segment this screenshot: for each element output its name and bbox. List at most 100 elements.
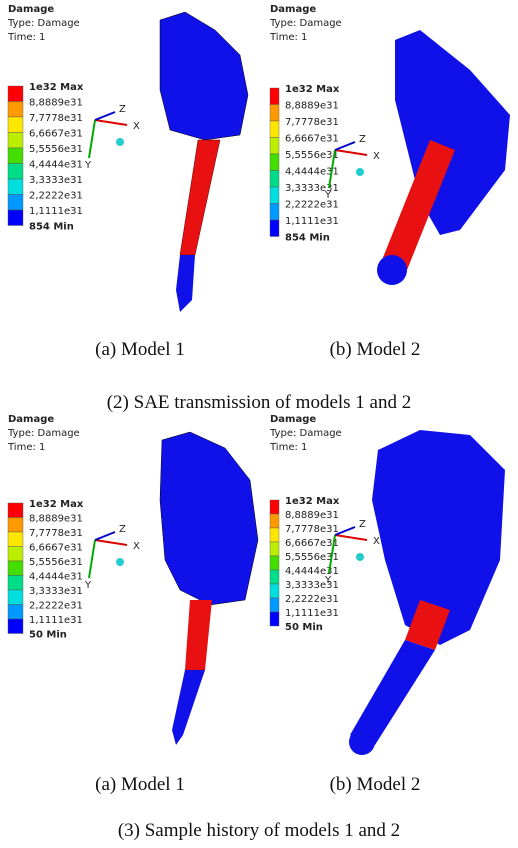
legend-label: 8,8889e31 — [29, 98, 83, 109]
type-line: Type: Damage — [7, 18, 80, 29]
legend-swatch — [270, 88, 279, 105]
axis-origin — [356, 168, 364, 176]
legend-swatch — [8, 133, 23, 149]
legend-swatch — [8, 102, 23, 118]
legend-swatch — [8, 532, 23, 547]
panel-caption: (b) Model 2 — [330, 774, 421, 795]
legend-swatch — [8, 503, 23, 518]
legend-label: 2,2222e31 — [29, 191, 83, 202]
axis-label: Y — [84, 580, 92, 591]
legend-label: 2,2222e31 — [29, 601, 83, 612]
legend-label: 3,3333e31 — [29, 586, 83, 597]
axis-z — [95, 532, 115, 540]
legend-label: 1e32 Max — [285, 84, 340, 95]
axis-label: X — [133, 121, 140, 132]
legend-label: 7,7778e31 — [29, 113, 83, 124]
legend-swatch — [8, 619, 23, 634]
model-tip — [176, 255, 195, 312]
type-line: Type: Damage — [269, 18, 342, 29]
legend-swatch — [8, 195, 23, 211]
figure: Damage Type: Damage Time: 1 1e32 Max 8,8889e… — [0, 0, 518, 848]
legend-swatch — [270, 556, 279, 570]
legend-label: 7,7778e31 — [285, 524, 339, 535]
panel-title: Damage — [270, 4, 316, 15]
model-tip — [377, 255, 407, 285]
axis-x — [335, 535, 367, 540]
legend-label: 1e32 Max — [29, 82, 84, 93]
section-caption: (2) SAE transmission of models 1 and 2 — [107, 392, 412, 413]
time-line: Time: 1 — [7, 442, 45, 453]
legend-swatch — [270, 584, 279, 598]
legend-label: 8,8889e31 — [29, 514, 83, 525]
axis-label: Y — [324, 190, 332, 201]
axis-label: Z — [359, 519, 366, 530]
legend-swatch — [270, 598, 279, 612]
legend-label: 2,2222e31 — [285, 594, 339, 605]
legend-swatch — [270, 187, 279, 204]
legend-label: 5,5556e31 — [285, 150, 339, 161]
time-line: Time: 1 — [269, 32, 307, 43]
axis-label: Y — [84, 160, 92, 171]
model-end — [349, 729, 375, 755]
legend-label: 854 Min — [285, 233, 330, 244]
type-line: Type: Damage — [7, 428, 80, 439]
legend-swatch — [270, 204, 279, 221]
legend-label: 5,5556e31 — [29, 144, 83, 155]
legend-swatch — [270, 105, 279, 122]
legend-swatch — [8, 164, 23, 180]
legend-swatch — [270, 154, 279, 171]
legend-label: 1,1111e31 — [285, 608, 339, 619]
model-shaft — [180, 140, 220, 255]
legend-label: 6,6667e31 — [29, 129, 83, 140]
type-line: Type: Damage — [269, 428, 342, 439]
model-shaft-red — [185, 600, 212, 670]
legend-swatch — [8, 86, 23, 102]
legend-label: 50 Min — [285, 622, 323, 633]
legend-label: 5,5556e31 — [29, 557, 83, 568]
time-line: Time: 1 — [7, 32, 45, 43]
legend-label: 50 Min — [29, 630, 67, 641]
legend-swatch — [270, 528, 279, 542]
legend-label: 6,6667e31 — [29, 543, 83, 554]
legend-label: 6,6667e31 — [285, 134, 339, 145]
model-shaft — [172, 670, 205, 745]
axis-label: Z — [119, 524, 126, 535]
panel-caption: (a) Model 1 — [95, 339, 185, 360]
axis-label: Z — [119, 104, 126, 115]
axis-label: Z — [359, 134, 366, 145]
legend-swatch — [8, 518, 23, 533]
time-line: Time: 1 — [269, 442, 307, 453]
legend-swatch — [270, 121, 279, 138]
axis-label: X — [373, 151, 380, 162]
axis-y — [89, 540, 95, 578]
legend-swatch — [8, 576, 23, 591]
legend-label: 6,6667e31 — [285, 538, 339, 549]
panel-caption: (b) Model 2 — [330, 339, 421, 360]
legend-label: 7,7778e31 — [285, 117, 339, 128]
axis-label: X — [373, 536, 380, 547]
legend-swatch — [8, 561, 23, 576]
legend-swatch — [270, 514, 279, 528]
panel-title: Damage — [8, 414, 54, 425]
legend-label: 1e32 Max — [285, 496, 340, 507]
section-caption: (3) Sample history of models 1 and 2 — [118, 820, 400, 841]
legend-label: 8,8889e31 — [285, 101, 339, 112]
legend-label: 1,1111e31 — [29, 615, 83, 626]
axis-origin — [116, 138, 124, 146]
legend-swatch — [8, 605, 23, 620]
legend-swatch — [8, 117, 23, 133]
legend-label: 7,7778e31 — [29, 528, 83, 539]
legend-swatch — [8, 210, 23, 226]
model-head — [160, 12, 248, 140]
panel-title: Damage — [8, 4, 54, 15]
legend-label: 2,2222e31 — [285, 200, 339, 211]
legend-swatch — [270, 171, 279, 188]
page: Damage Type: Damage Time: 1 1e32 Max 8,8889e… — [0, 0, 518, 848]
axis-origin — [356, 553, 364, 561]
legend-swatch — [270, 612, 279, 626]
legend-swatch — [8, 547, 23, 562]
legend-label: 1,1111e31 — [285, 216, 339, 227]
axis-x — [95, 540, 127, 545]
legend-swatch — [270, 220, 279, 237]
axis-label: Y — [324, 575, 332, 586]
